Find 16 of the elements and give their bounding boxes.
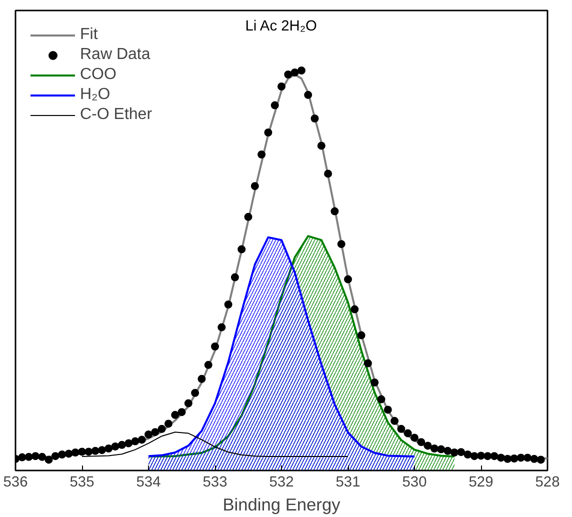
- legend-label: COO: [80, 66, 116, 84]
- legend-label: Raw Data: [80, 46, 150, 64]
- x-tick-label: 528: [535, 474, 560, 490]
- x-tick-label: 529: [468, 474, 494, 490]
- x-axis-title: Binding Energy: [222, 494, 341, 514]
- x-tick-label: 535: [70, 474, 94, 490]
- x-tick-label: 536: [3, 474, 28, 490]
- x-tick-label: 534: [136, 474, 161, 490]
- chart-title: Li Ac 2H₂O: [245, 18, 317, 34]
- x-tick-label: 530: [402, 474, 427, 490]
- x-tick-label: 531: [336, 474, 360, 490]
- legend-label: Fit: [80, 26, 99, 44]
- x-tick-label: 532: [269, 474, 294, 490]
- x-tick-label: 533: [202, 474, 228, 490]
- legend-label: C-O Ether: [80, 106, 152, 124]
- legend-label: H₂O: [80, 86, 110, 104]
